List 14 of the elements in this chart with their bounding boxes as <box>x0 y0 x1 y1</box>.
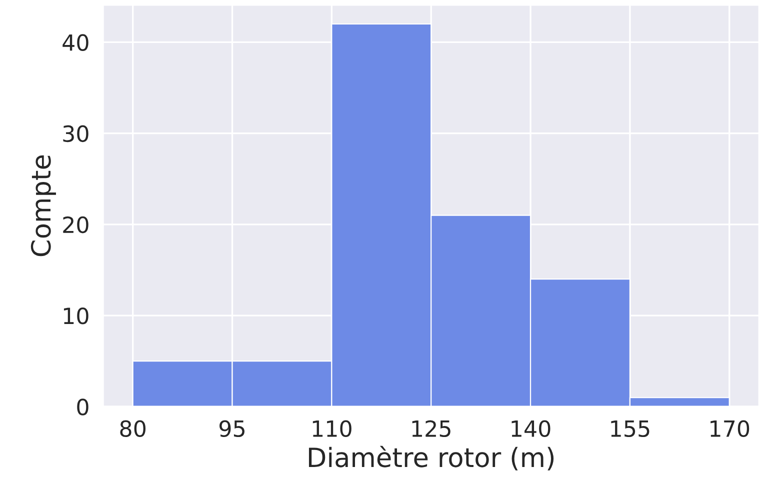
x-tick-label: 125 <box>412 420 450 438</box>
y-tick-label: 40 <box>62 34 88 51</box>
x-tick-label: 170 <box>710 420 750 438</box>
y-axis-title: Compte <box>30 155 56 256</box>
x-tick-label: 80 <box>120 420 146 438</box>
x-tick-label: 95 <box>220 420 244 438</box>
y-tick-label: 10 <box>64 307 88 324</box>
x-tick-label: 140 <box>512 420 550 438</box>
x-tick-label: 155 <box>611 420 650 438</box>
y-tick-label: 30 <box>63 125 88 142</box>
x-tick-label: 110 <box>312 420 352 438</box>
x-axis-title: Diamètre rotor (m) <box>308 446 554 470</box>
y-tick-label: 20 <box>63 216 88 234</box>
y-tick-label: 0 <box>77 398 88 416</box>
